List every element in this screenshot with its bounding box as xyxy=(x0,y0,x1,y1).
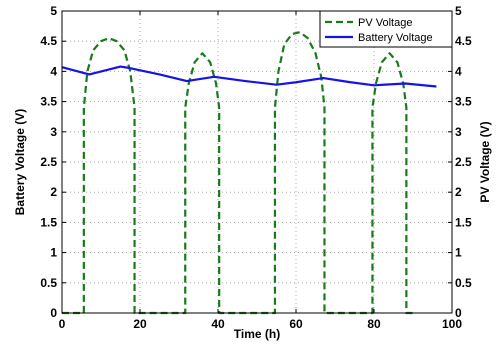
y-tick-label-right-8: 4 xyxy=(455,64,462,78)
legend-box xyxy=(319,10,453,48)
y-tick-label-left-9: 4.5 xyxy=(40,34,57,48)
series-line-pv-voltage xyxy=(62,31,413,315)
y-tick-label-right-3: 1.5 xyxy=(455,215,472,229)
y-tick-label-right-2: 1 xyxy=(455,246,462,260)
x-tick-label-3: 60 xyxy=(289,317,303,331)
legend-label-pv-voltage: PV Voltage xyxy=(358,17,412,29)
y-tick-label-left-7: 3.5 xyxy=(40,95,57,109)
y-tick-label-right-9: 4.5 xyxy=(455,34,472,48)
x-tick-label-2: 40 xyxy=(211,317,225,331)
y-tick-label-left-3: 1.5 xyxy=(40,215,57,229)
legend: PV Voltage Battery Voltage xyxy=(319,10,453,48)
series-line-battery-voltage xyxy=(61,65,437,88)
y-tick-label-left-6: 3 xyxy=(50,125,57,139)
y-axis-title-right: PV Voltage (V) xyxy=(478,121,492,202)
y-tick-label-left-0: 0 xyxy=(50,306,57,320)
y-tick-label-right-0: 0 xyxy=(455,306,462,320)
y-tick-label-right-5: 2.5 xyxy=(455,155,472,169)
y-tick-label-right-4: 2 xyxy=(455,185,462,199)
x-tick-label-0: 0 xyxy=(59,317,66,331)
y-tick-label-left-1: 0.5 xyxy=(40,276,57,290)
y-axis-title-left: Battery Voltage (V) xyxy=(13,109,27,215)
x-tick-label-4: 80 xyxy=(367,317,381,331)
y-tick-label-right-10: 5 xyxy=(455,4,462,18)
y-tick-label-left-2: 1 xyxy=(50,246,57,260)
x-tick-label-1: 20 xyxy=(133,317,147,331)
y-tick-label-left-8: 4 xyxy=(50,64,57,78)
y-tick-label-right-6: 3 xyxy=(455,125,462,139)
y-tick-label-left-4: 2 xyxy=(50,185,57,199)
y-tick-label-right-1: 0.5 xyxy=(455,276,472,290)
series-layer xyxy=(61,31,437,315)
legend-label-battery-voltage: Battery Voltage xyxy=(358,32,433,44)
x-axis-title: Time (h) xyxy=(234,327,280,341)
x-tick-label-5: 100 xyxy=(442,317,462,331)
y-tick-label-left-10: 5 xyxy=(50,4,57,18)
y-tick-label-left-5: 2.5 xyxy=(40,155,57,169)
y-tick-label-right-7: 3.5 xyxy=(455,95,472,109)
